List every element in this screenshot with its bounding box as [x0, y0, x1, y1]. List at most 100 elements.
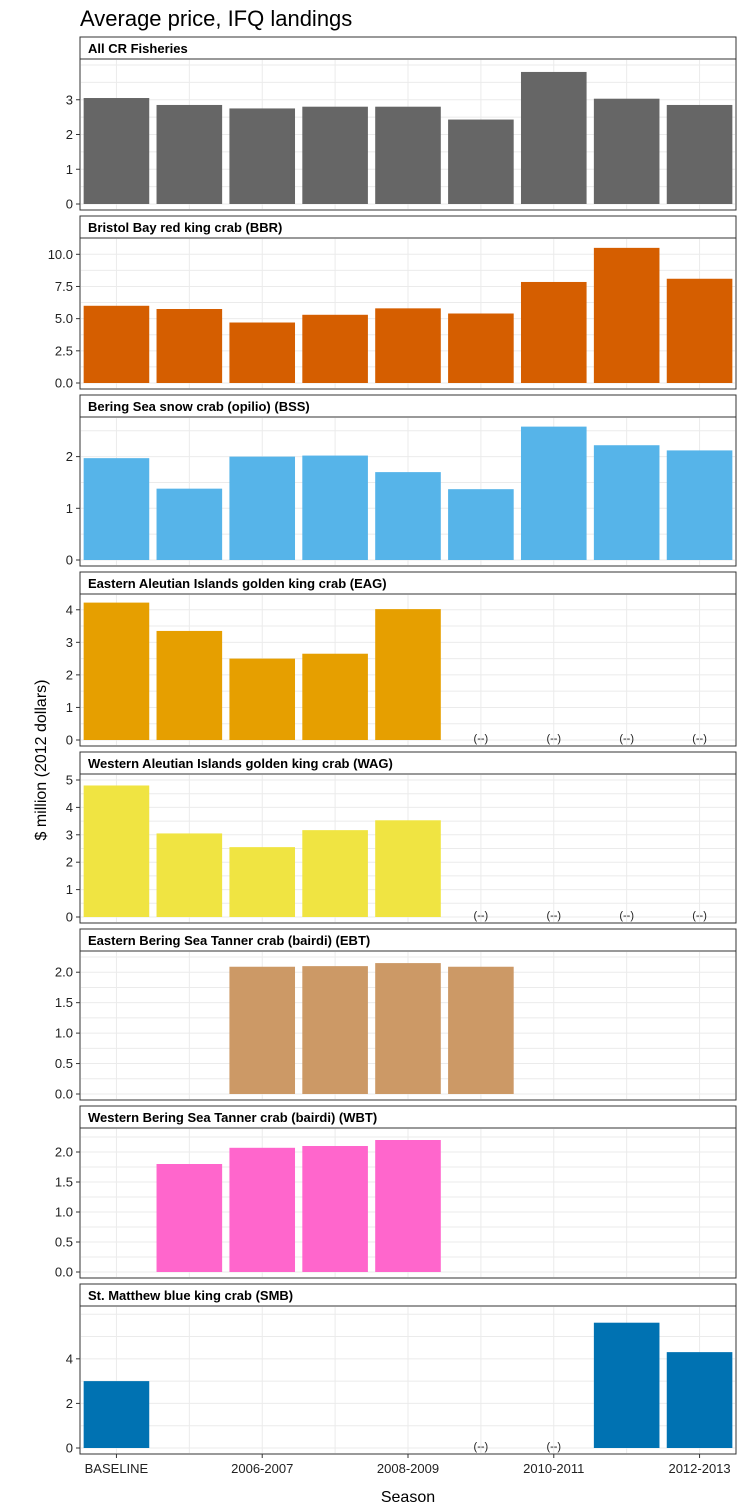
y-tick-label: 1.5	[55, 1175, 73, 1190]
bar	[302, 106, 368, 204]
bar	[229, 847, 296, 917]
panel: Bering Sea snow crab (opilio) (BSS) 0 1 2	[66, 394, 737, 568]
panel-title: Bristol Bay red king crab (BBR)	[88, 220, 282, 235]
bar	[229, 966, 296, 1094]
y-tick-label: 1	[66, 162, 73, 177]
bar	[229, 1147, 296, 1272]
panel: Eastern Bering Sea Tanner crab (bairdi) …	[55, 928, 737, 1102]
panel-title: Western Bering Sea Tanner crab (bairdi) …	[88, 1110, 377, 1125]
bar	[520, 281, 587, 383]
y-tick-label: 0.0	[55, 376, 73, 391]
panel-title: Eastern Bering Sea Tanner crab (bairdi) …	[88, 933, 370, 948]
bar	[448, 313, 514, 383]
bar	[229, 108, 296, 204]
panel: Western Bering Sea Tanner crab (bairdi) …	[55, 1105, 737, 1280]
bar	[520, 426, 587, 560]
missing-data-label: (--)	[474, 910, 489, 922]
bar	[229, 658, 296, 740]
panel: Eastern Aleutian Islands golden king cra…	[66, 571, 737, 748]
bar	[156, 1164, 223, 1272]
bar	[593, 98, 660, 204]
missing-data-label: (--)	[692, 733, 707, 745]
bar	[83, 305, 150, 383]
bar	[375, 609, 441, 740]
bar	[666, 1352, 733, 1448]
y-tick-label: 1.5	[55, 995, 73, 1010]
panel: Bristol Bay red king crab (BBR) 0.0 2.5 5.0…	[48, 215, 737, 391]
y-tick-label: 3	[66, 827, 73, 842]
bar	[83, 602, 150, 740]
y-tick-label: 1	[66, 700, 73, 715]
bar	[666, 450, 733, 560]
bar	[83, 785, 150, 917]
y-tick-label: 2	[66, 667, 73, 682]
y-tick-label: 4	[66, 602, 73, 617]
x-tick-label: 2008-2009	[377, 1461, 439, 1476]
bar	[448, 119, 514, 204]
bar	[448, 489, 514, 560]
x-tick-label: 2010-2011	[523, 1461, 584, 1476]
x-tick-label: 2012-2013	[668, 1461, 730, 1476]
bar	[375, 963, 441, 1094]
x-tick-label: BASELINE	[85, 1461, 149, 1476]
panel: All CR Fisheries 0 1 2 3	[66, 36, 737, 212]
y-tick-label: 2.5	[55, 343, 73, 358]
y-tick-label: 0.0	[55, 1265, 73, 1280]
bar	[156, 308, 223, 383]
bar	[302, 830, 368, 917]
bar	[302, 966, 368, 1094]
panel: Western Aleutian Islands golden king cra…	[66, 751, 737, 925]
y-tick-label: 0	[66, 553, 73, 568]
x-axis-title: Season	[381, 1489, 435, 1506]
y-tick-label: 0.5	[55, 1056, 73, 1071]
y-tick-label: 1	[66, 501, 73, 516]
bar	[375, 820, 441, 917]
y-tick-label: 2	[66, 449, 73, 464]
panel-title: Eastern Aleutian Islands golden king cra…	[88, 576, 387, 591]
bar	[375, 1140, 441, 1272]
x-axis: BASELINE 2006-2007 2008-2009 2010-2011 2012-…	[85, 1454, 731, 1476]
bar	[229, 456, 296, 560]
y-tick-label: 4	[66, 1351, 73, 1366]
y-tick-label: 0	[66, 1441, 73, 1456]
bar	[156, 104, 223, 204]
panel-title: Bering Sea snow crab (opilio) (BSS)	[88, 399, 310, 414]
bar	[666, 278, 733, 383]
missing-data-label: (--)	[546, 910, 561, 922]
y-tick-label: 0.5	[55, 1235, 73, 1250]
missing-data-label: (--)	[546, 733, 561, 745]
y-tick-label: 0	[66, 197, 73, 212]
bar	[156, 833, 223, 917]
y-tick-label: 4	[66, 800, 73, 815]
y-axis-title: $ million (2012 dollars)	[33, 680, 50, 841]
y-tick-label: 1.0	[55, 1205, 73, 1220]
y-tick-label: 2.0	[55, 965, 73, 980]
y-tick-label: 0	[66, 733, 73, 748]
bar	[302, 455, 368, 560]
missing-data-label: (--)	[474, 733, 489, 745]
bar	[520, 71, 587, 204]
y-tick-label: 2	[66, 1396, 73, 1411]
missing-data-label: (--)	[619, 910, 634, 922]
y-tick-label: 10.0	[48, 247, 73, 262]
chart-panels: All CR Fisheries 0 1 2 3 Bristol Bay red king…	[48, 36, 737, 1456]
bar	[375, 106, 441, 204]
panel: St. Matthew blue king crab (SMB) 0 2 4 (--) (…	[66, 1283, 737, 1456]
bar	[593, 445, 660, 560]
missing-data-label: (--)	[692, 910, 707, 922]
bar	[83, 458, 150, 560]
bar	[156, 630, 223, 740]
bar	[375, 472, 441, 560]
y-tick-label: 5	[66, 773, 73, 788]
y-tick-label: 1	[66, 882, 73, 897]
panel-title: Western Aleutian Islands golden king cra…	[88, 756, 393, 771]
y-tick-label: 2	[66, 855, 73, 870]
panel-title: St. Matthew blue king crab (SMB)	[88, 1288, 293, 1303]
bar	[593, 247, 660, 383]
x-tick-label: 2006-2007	[231, 1461, 293, 1476]
missing-data-label: (--)	[619, 733, 634, 745]
bar	[229, 322, 296, 383]
bar	[448, 966, 514, 1094]
panel-title: All CR Fisheries	[88, 41, 188, 56]
